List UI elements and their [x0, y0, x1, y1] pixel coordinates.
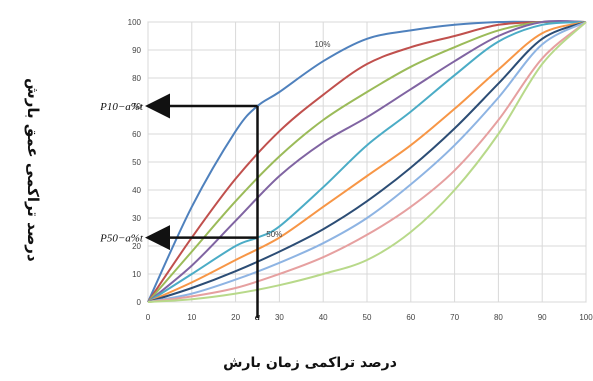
series-line-6 — [147, 21, 587, 303]
annotation-label-1: P10−a%t — [99, 101, 144, 113]
x-tick-label: 50 — [363, 313, 372, 322]
series-line-2 — [147, 20, 587, 303]
x-tick-label: 40 — [319, 313, 328, 322]
series-line-7 — [147, 21, 587, 303]
y-axis-label: درصد تراکمی عمق بارش — [24, 78, 42, 262]
series-line-1 — [147, 20, 586, 303]
series-line-8 — [147, 21, 587, 303]
series-line-3 — [147, 20, 587, 303]
y-tick-label: 20 — [132, 242, 141, 251]
x-tick-label: 10 — [187, 313, 196, 322]
x-axis-label: درصد تراکمی زمان بارش — [223, 355, 397, 371]
y-tick-label: 0 — [137, 298, 142, 307]
x-tick-label: 0 — [146, 313, 151, 322]
y-tick-label: 70 — [132, 102, 141, 111]
series-line-9 — [147, 21, 587, 303]
series-line-10 — [147, 21, 587, 303]
y-tick-label: 40 — [132, 186, 141, 195]
annotation-label-2: P50−a%t — [99, 233, 144, 245]
x-tick-label: 30 — [275, 313, 284, 322]
x-tick-label: 20 — [231, 313, 240, 322]
y-tick-label: 100 — [128, 18, 142, 27]
x-tick-label: 80 — [494, 313, 503, 322]
series-label-50: 50% — [266, 230, 282, 239]
y-tick-label: 10 — [132, 270, 141, 279]
x-tick-label: 100 — [579, 313, 593, 322]
y-tick-label: 50 — [132, 158, 141, 167]
series-line-5 — [147, 21, 587, 303]
series-label-10: 10% — [314, 40, 330, 49]
series-line-4 — [147, 19, 587, 303]
x-tick-label: 70 — [450, 313, 459, 322]
y-tick-label: 80 — [132, 74, 141, 83]
y-tick-label: 90 — [132, 46, 141, 55]
y-tick-label: 60 — [132, 130, 141, 139]
y-tick-label: 30 — [132, 214, 141, 223]
x-tick-label: 90 — [538, 313, 547, 322]
x-tick-label: 60 — [406, 313, 415, 322]
